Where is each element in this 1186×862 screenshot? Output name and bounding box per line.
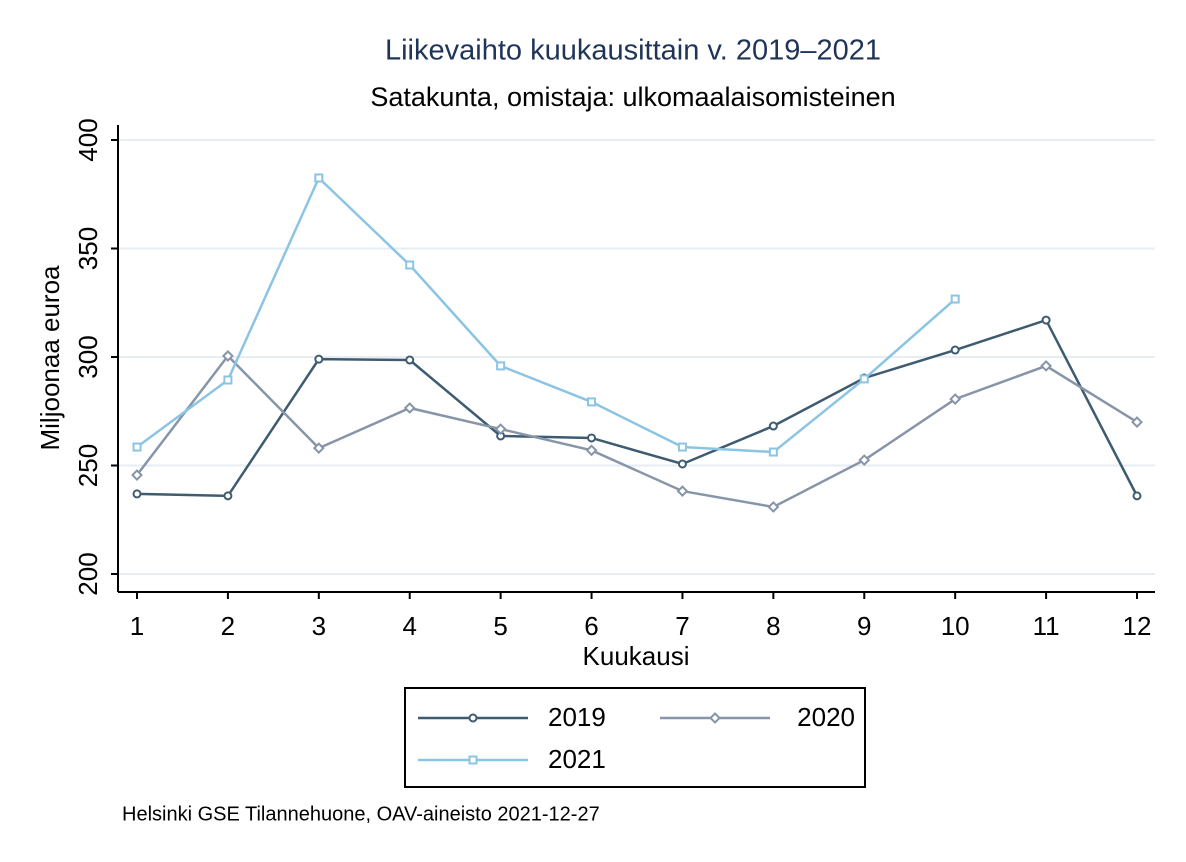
marker <box>468 713 478 723</box>
marker <box>1131 416 1143 429</box>
y-axis-title: Miljoonaa euroa <box>35 265 65 451</box>
x-tick-label: 2 <box>221 611 235 641</box>
marker <box>677 442 687 452</box>
marker <box>223 491 233 501</box>
marker <box>859 374 869 384</box>
marker <box>496 361 506 371</box>
marker <box>858 454 871 466</box>
marker <box>312 442 325 455</box>
marker <box>1041 315 1051 325</box>
x-tick-label: 6 <box>584 611 598 641</box>
marker <box>585 444 598 457</box>
legend-label: 2021 <box>548 744 606 774</box>
x-tick-label: 7 <box>675 611 689 641</box>
marker <box>314 354 324 364</box>
y-tick-label: 200 <box>73 552 103 595</box>
y-tick-label: 300 <box>73 335 103 378</box>
legend-label: 2019 <box>548 702 606 732</box>
x-tick-label: 4 <box>402 611 416 641</box>
marker <box>587 433 597 443</box>
x-tick-label: 12 <box>1123 611 1152 641</box>
marker <box>1132 491 1142 501</box>
x-tick-label: 1 <box>130 611 144 641</box>
marker <box>950 294 960 304</box>
x-tick-label: 9 <box>857 611 871 641</box>
marker <box>677 459 687 469</box>
marker <box>949 393 962 406</box>
marker <box>403 402 416 414</box>
chart-title: Liikevaihto kuukausittain v. 2019–2021 <box>385 35 881 67</box>
series-line <box>136 175 957 454</box>
marker <box>768 447 778 457</box>
x-tick-label: 5 <box>493 611 507 641</box>
legend-box <box>404 687 866 788</box>
y-tick-label: 400 <box>73 118 103 161</box>
marker <box>767 501 780 513</box>
marker <box>132 489 142 499</box>
x-tick-label: 11 <box>1033 611 1060 641</box>
marker <box>587 397 597 407</box>
marker <box>950 345 960 355</box>
marker <box>223 375 233 385</box>
marker <box>405 260 415 270</box>
marker <box>132 442 142 452</box>
source-note: Helsinki GSE Tilannehuone, OAV-aineisto … <box>122 803 600 825</box>
marker <box>405 355 415 365</box>
marker <box>314 173 324 183</box>
marker <box>676 485 689 498</box>
marker <box>768 421 778 431</box>
x-axis-title: Kuukausi <box>583 641 690 671</box>
marker <box>468 755 478 765</box>
chart-subtitle: Satakunta, omistaja: ulkomaalaisomistein… <box>370 82 895 112</box>
marker <box>131 469 143 481</box>
marker <box>221 350 234 362</box>
legend-label: 2020 <box>797 702 855 732</box>
marker <box>494 423 507 435</box>
series-line <box>136 318 1139 498</box>
x-tick-label: 10 <box>941 611 970 641</box>
marker <box>709 712 721 724</box>
x-tick-label: 8 <box>766 611 780 641</box>
x-tick-label: 3 <box>312 611 326 641</box>
marker <box>1040 359 1053 372</box>
y-tick-label: 250 <box>73 444 103 487</box>
y-tick-label: 350 <box>73 227 103 270</box>
series-line <box>136 354 1138 509</box>
